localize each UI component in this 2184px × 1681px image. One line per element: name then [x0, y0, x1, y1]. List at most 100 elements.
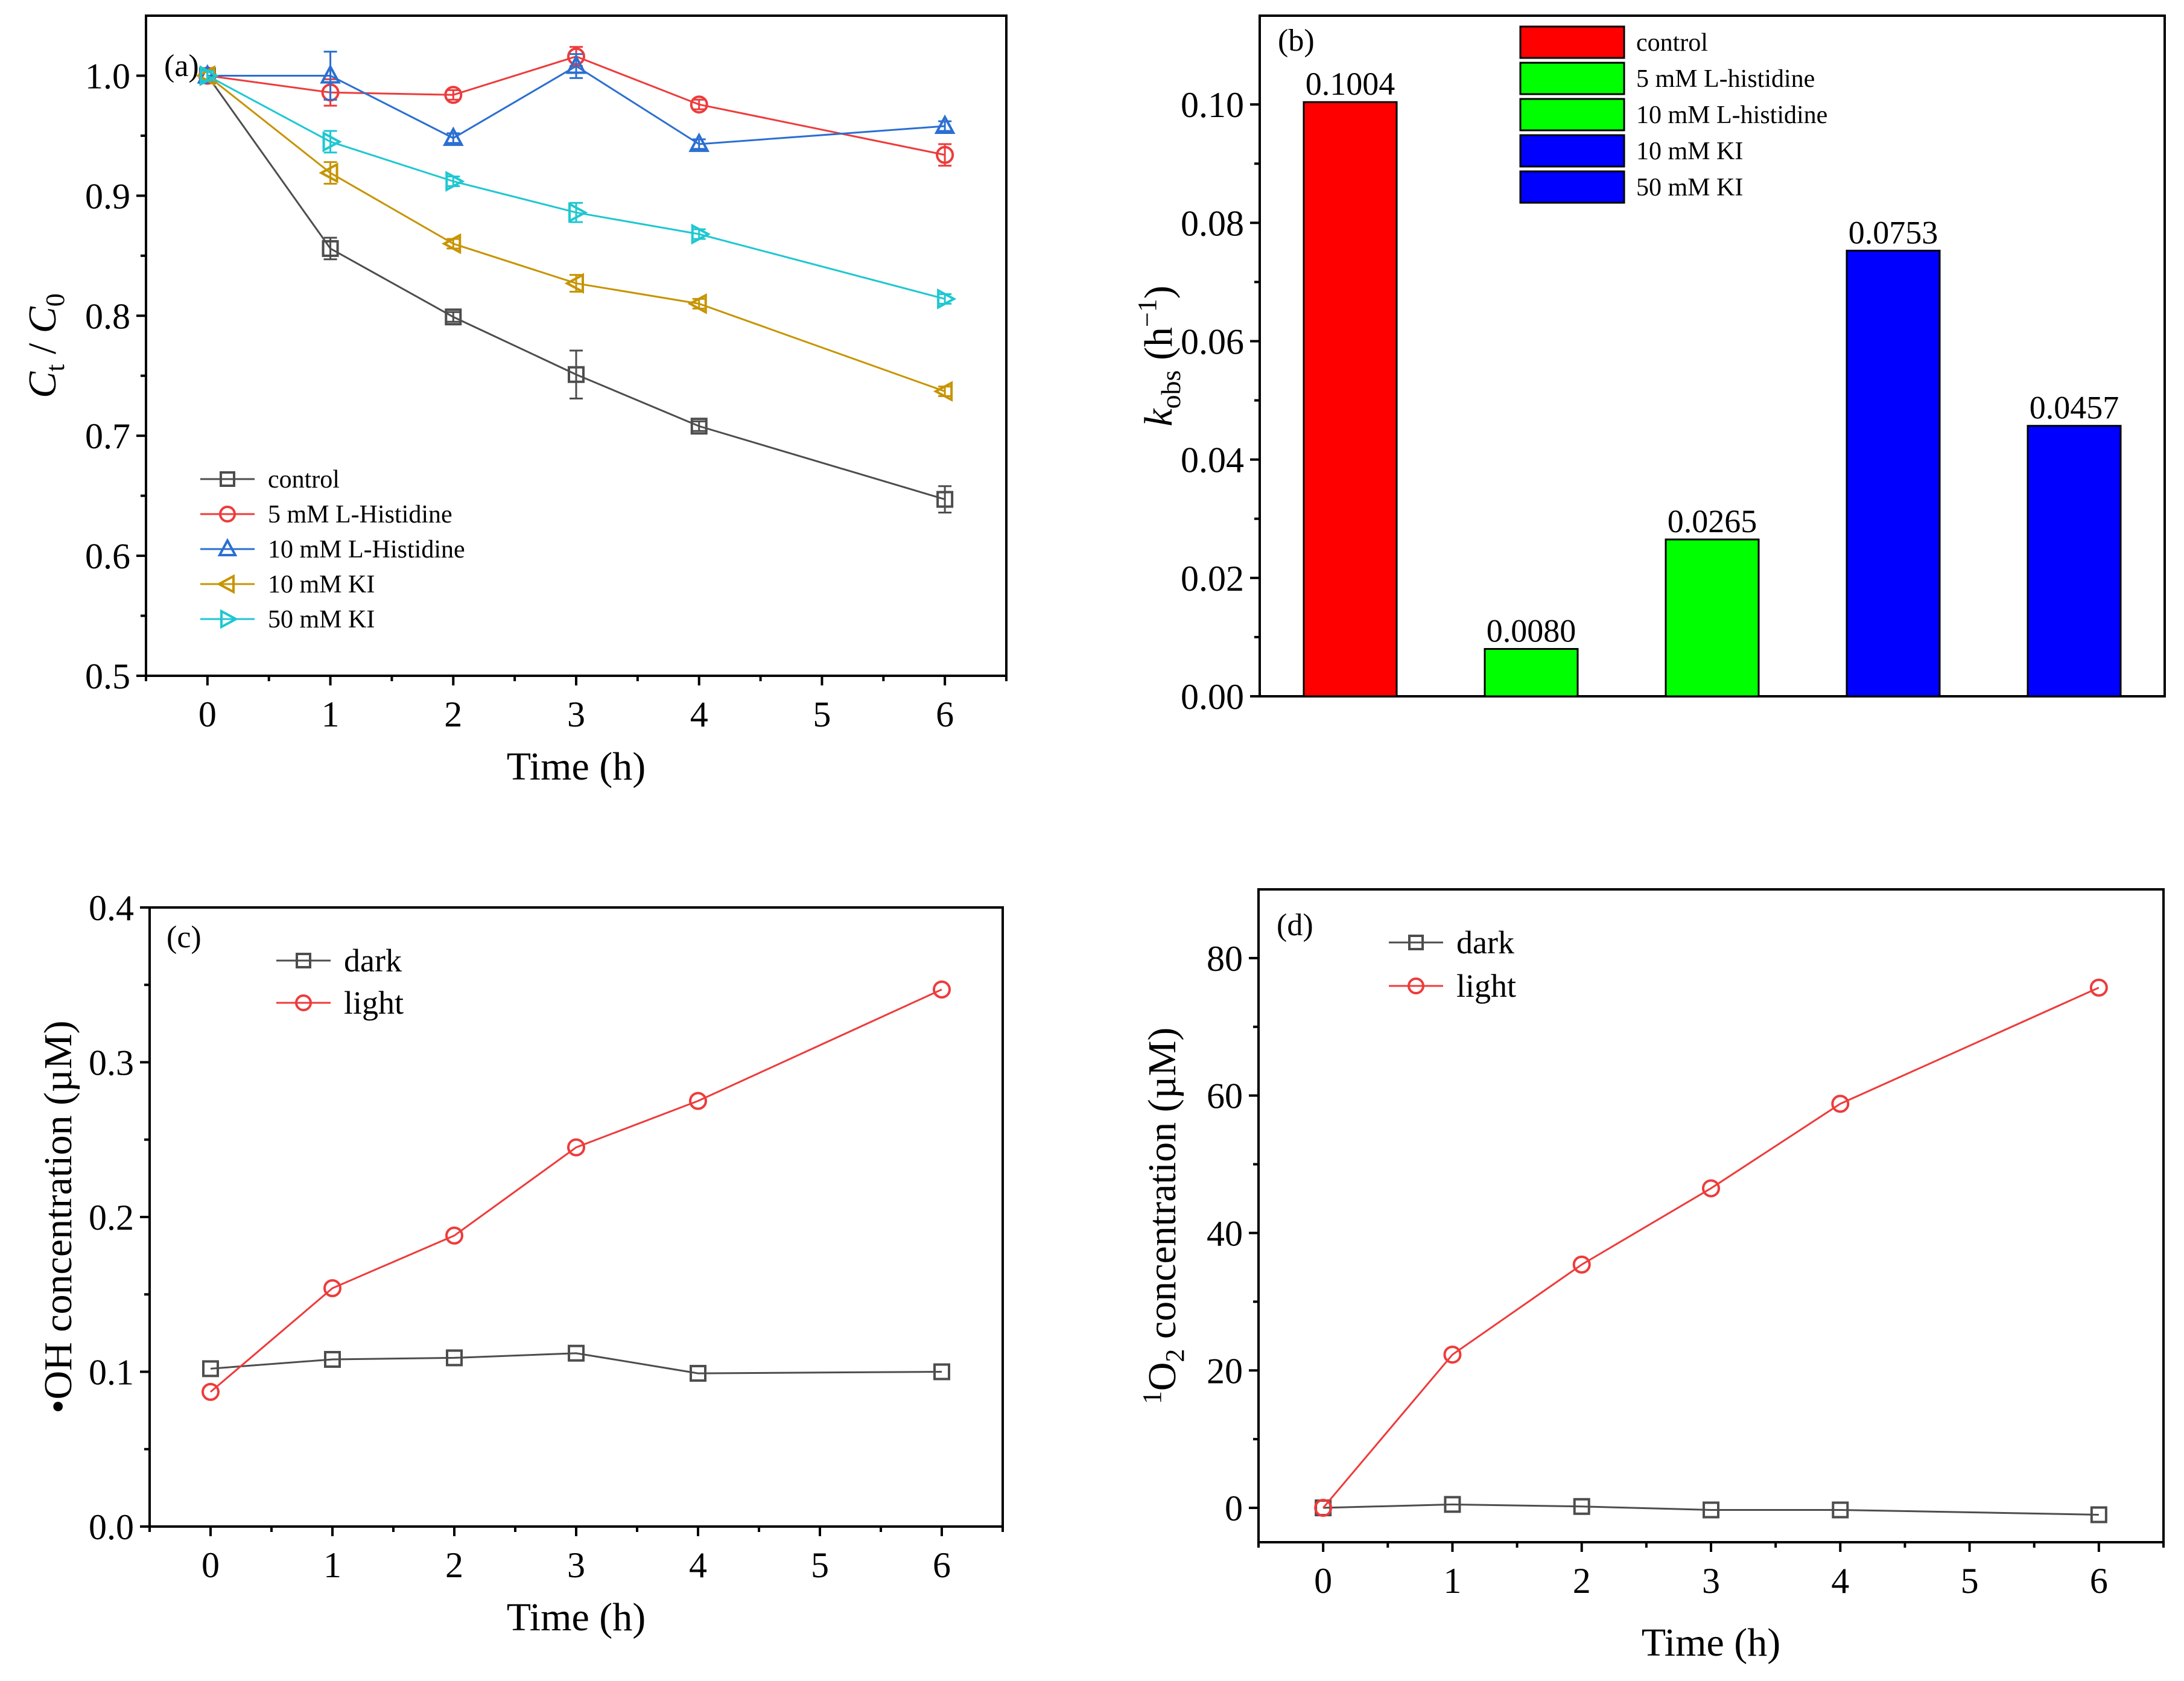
plot-frame [148, 906, 1004, 1528]
x-tick-label: 6 [936, 694, 954, 734]
data-point [936, 491, 954, 508]
x-tick-label: 2 [444, 694, 462, 734]
data-point [1443, 1346, 1462, 1364]
x-tick-label: 3 [567, 1545, 585, 1585]
legend-label: control [1636, 29, 1708, 57]
y-tick-label: 60 [1207, 1076, 1243, 1116]
x-tick-label: 3 [567, 694, 585, 734]
legend-swatch [1519, 25, 1625, 59]
legend-label: 50 mM KI [268, 606, 375, 634]
x-tick-label: 2 [445, 1545, 463, 1585]
data-point [442, 126, 464, 146]
legend-marker [219, 506, 236, 523]
bar-value-label: 0.0080 [1487, 613, 1576, 649]
data-point [1572, 1255, 1591, 1274]
legend-label: dark [1456, 924, 1514, 961]
y-tick-label: 0.10 [1181, 85, 1244, 125]
y-tick-label: 0.8 [85, 296, 130, 336]
y-axis-label: 1O2 concentration (µM) [1137, 1028, 1190, 1405]
y-tick-label: 0.2 [89, 1198, 134, 1238]
legend-label: 10 mM L-histidine [1636, 101, 1827, 129]
y-tick-label: 0.4 [89, 888, 134, 928]
x-tick-label: 6 [933, 1545, 951, 1585]
series-line [206, 75, 945, 501]
legend-label: 50 mM KI [1636, 174, 1743, 202]
legend-label: 5 mM L-Histidine [268, 501, 452, 529]
bar [2027, 425, 2122, 698]
data-point [934, 114, 956, 134]
y-tick-label: 1.0 [85, 56, 130, 96]
x-axis-label: Time (h) [1642, 1621, 1780, 1665]
data-point [324, 1350, 341, 1368]
data-point [199, 65, 220, 86]
x-tick-label: 3 [1702, 1561, 1720, 1601]
data-point [323, 1279, 341, 1297]
y-tick-label: 40 [1207, 1213, 1243, 1253]
y-tick-label: 80 [1207, 939, 1243, 979]
x-tick-label: 1 [322, 694, 340, 734]
panel-a-line-chart: 0 1 2 3 4 5 6 Time (h) 0.5 0.6 0.7 0.8 0.9 1.0 Ct / C0… [21, 14, 1008, 789]
y-tick-label: 0.04 [1181, 440, 1244, 480]
data-point [322, 131, 342, 153]
x-axis-label: Time (h) [507, 745, 646, 789]
x-tick-label: 0 [202, 1545, 220, 1585]
y-tick-label: 0.7 [85, 416, 130, 456]
data-point [2090, 1506, 2107, 1524]
series-line [210, 988, 942, 1393]
data-point [691, 223, 711, 245]
bar [1484, 648, 1579, 698]
y-tick-label: 0.5 [85, 656, 130, 696]
data-point [936, 145, 954, 164]
data-point [690, 418, 708, 435]
x-tick-label: 5 [1961, 1561, 1979, 1601]
y-tick-label: 0.6 [85, 536, 130, 576]
panel-label: (b) [1278, 24, 1315, 58]
legend-label: 10 mM L-Histidine [268, 536, 465, 564]
legend-marker [296, 953, 311, 968]
x-tick-label: 4 [689, 1545, 707, 1585]
bar-value-label: 0.0753 [1849, 214, 1938, 250]
y-tick-label: 0 [1225, 1489, 1243, 1528]
y-tick-label: 0.00 [1181, 677, 1244, 717]
data-point [565, 54, 587, 74]
legend-swatch [1519, 134, 1625, 168]
data-point [197, 64, 218, 84]
panel-b-bar-chart: 0.00 0.02 0.04 0.06 0.08 0.10 kobs (h−1) (b) 0.1… [1132, 14, 2166, 717]
series-line [206, 75, 945, 392]
legend-marker [220, 609, 239, 629]
legend-label: dark [344, 942, 402, 979]
x-tick-label: 1 [323, 1545, 341, 1585]
legend-label: light [344, 985, 404, 1021]
y-tick-label: 0.06 [1181, 322, 1244, 361]
y-tick-label: 0.3 [89, 1043, 134, 1083]
x-tick-label: 4 [1831, 1561, 1849, 1601]
bar [1846, 249, 1941, 698]
x-axis-label: Time (h) [507, 1595, 646, 1639]
x-tick-label: 0 [1314, 1561, 1332, 1601]
data-point [688, 132, 710, 152]
x-tick-label: 5 [811, 1545, 829, 1585]
x-tick-label: 4 [690, 694, 708, 734]
data-point [568, 1344, 585, 1362]
panel-label: (a) [164, 49, 199, 83]
x-tick-label: 6 [2090, 1561, 2108, 1601]
legend-label: light [1456, 968, 1516, 1004]
legend-label: 5 mM L-histidine [1636, 65, 1815, 93]
y-tick-label: 0.02 [1181, 559, 1244, 599]
data-point [564, 273, 584, 294]
data-point [567, 1138, 585, 1157]
bar [1665, 538, 1760, 698]
y-tick-label: 0.0 [89, 1507, 134, 1547]
data-point [1703, 1501, 1719, 1519]
data-point [1573, 1498, 1590, 1515]
legend-marker [1408, 977, 1424, 994]
y-tick-label: 0.08 [1181, 203, 1244, 243]
data-point [445, 308, 462, 326]
plot-frame [1257, 888, 2165, 1543]
x-tick-label: 1 [1443, 1561, 1461, 1601]
data-point [933, 980, 951, 999]
data-point [320, 64, 341, 84]
data-point [445, 1226, 463, 1245]
y-tick-label: 0.1 [89, 1353, 134, 1393]
